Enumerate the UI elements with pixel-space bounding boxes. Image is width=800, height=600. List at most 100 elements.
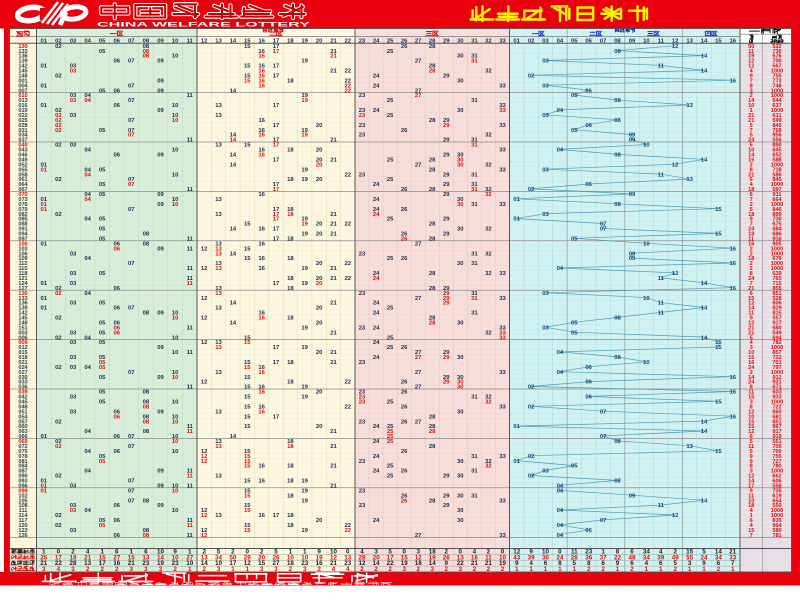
- svg-text:17: 17: [229, 560, 237, 567]
- svg-text:13: 13: [686, 177, 693, 183]
- svg-text:1000: 1000: [771, 108, 783, 114]
- svg-text:01: 01: [41, 207, 48, 213]
- svg-text:4: 4: [750, 523, 754, 529]
- svg-text:1000: 1000: [771, 162, 783, 168]
- svg-text:15: 15: [244, 449, 251, 455]
- svg-text:30: 30: [457, 202, 464, 208]
- svg-text:6: 6: [750, 192, 753, 198]
- svg-text:036: 036: [18, 385, 27, 391]
- svg-text:29: 29: [443, 74, 450, 80]
- svg-text:16: 16: [258, 385, 265, 391]
- svg-text:0: 0: [57, 548, 61, 555]
- svg-text:956: 956: [772, 133, 781, 139]
- svg-text:9: 9: [702, 560, 706, 567]
- svg-text:01: 01: [41, 167, 48, 173]
- svg-text:093: 093: [18, 479, 27, 485]
- svg-text:701: 701: [772, 360, 781, 366]
- svg-text:14: 14: [230, 321, 237, 327]
- svg-text:24: 24: [373, 197, 380, 203]
- svg-text:21: 21: [748, 118, 754, 124]
- svg-text:3: 3: [274, 566, 278, 573]
- svg-text:6: 6: [115, 548, 119, 555]
- svg-text:18: 18: [748, 212, 754, 218]
- svg-text:17: 17: [273, 360, 280, 366]
- svg-text:1: 1: [750, 513, 753, 519]
- svg-text:17: 17: [273, 212, 280, 218]
- svg-text:17: 17: [273, 49, 280, 55]
- svg-text:021: 021: [18, 360, 27, 366]
- svg-text:3: 3: [430, 566, 434, 573]
- svg-text:19: 19: [301, 479, 308, 485]
- svg-text:20: 20: [316, 123, 323, 129]
- svg-text:054: 054: [18, 414, 28, 420]
- svg-text:10: 10: [172, 113, 179, 119]
- svg-text:1000: 1000: [771, 246, 783, 252]
- svg-text:24: 24: [373, 83, 380, 89]
- svg-text:17: 17: [273, 74, 280, 80]
- svg-text:03: 03: [70, 355, 77, 361]
- svg-text:2: 2: [750, 261, 753, 267]
- svg-text:3: 3: [42, 566, 46, 573]
- svg-text:32: 32: [485, 395, 492, 401]
- svg-text:32: 32: [485, 271, 492, 277]
- svg-text:24: 24: [373, 276, 380, 282]
- svg-text:917: 917: [772, 429, 781, 435]
- svg-text:30: 30: [457, 380, 464, 386]
- svg-text:039: 039: [18, 390, 27, 396]
- svg-text:19: 19: [301, 232, 308, 238]
- svg-text:13: 13: [215, 370, 222, 376]
- svg-text:12: 12: [513, 548, 521, 555]
- svg-text:088: 088: [18, 222, 27, 228]
- svg-text:13: 13: [215, 212, 222, 218]
- svg-text:26: 26: [401, 256, 408, 262]
- svg-text:15: 15: [244, 464, 251, 470]
- svg-text:108: 108: [18, 503, 27, 509]
- svg-text:12: 12: [672, 44, 679, 50]
- svg-text:15: 15: [244, 360, 251, 366]
- svg-text:31: 31: [471, 261, 478, 267]
- svg-text:32: 32: [485, 39, 492, 45]
- svg-text:06: 06: [114, 409, 121, 415]
- svg-text:840: 840: [772, 123, 781, 129]
- svg-text:13: 13: [215, 113, 222, 119]
- svg-text:31: 31: [471, 182, 478, 188]
- svg-text:24: 24: [373, 424, 380, 430]
- svg-text:26: 26: [401, 187, 408, 193]
- svg-text:20: 20: [316, 350, 323, 356]
- svg-text:19: 19: [301, 167, 308, 173]
- svg-text:16: 16: [258, 78, 265, 84]
- svg-text:15: 15: [244, 143, 251, 149]
- svg-text:15: 15: [748, 528, 754, 534]
- svg-text:07: 07: [128, 488, 135, 494]
- svg-text:619: 619: [772, 493, 781, 499]
- svg-text:24: 24: [748, 138, 755, 144]
- svg-text:136: 136: [18, 54, 27, 60]
- svg-text:16: 16: [258, 311, 265, 317]
- svg-text:1000: 1000: [771, 400, 783, 406]
- svg-text:30: 30: [457, 518, 464, 524]
- svg-text:21: 21: [471, 560, 479, 567]
- svg-text:4: 4: [750, 69, 754, 75]
- svg-text:11: 11: [658, 276, 665, 282]
- svg-text:10: 10: [172, 316, 179, 322]
- svg-text:14: 14: [701, 429, 708, 435]
- svg-text:32: 32: [485, 162, 492, 168]
- svg-text:130: 130: [18, 44, 27, 50]
- svg-text:15: 15: [244, 222, 251, 228]
- svg-text:13: 13: [215, 340, 222, 346]
- svg-text:11: 11: [658, 503, 665, 509]
- svg-text:964: 964: [772, 523, 782, 529]
- svg-text:20: 20: [316, 424, 323, 430]
- svg-text:07: 07: [600, 222, 607, 228]
- svg-text:03: 03: [70, 301, 77, 307]
- svg-text:30: 30: [457, 261, 464, 267]
- svg-text:031: 031: [18, 128, 27, 134]
- svg-text:611: 611: [772, 113, 781, 119]
- svg-text:1: 1: [289, 548, 293, 555]
- svg-text:12: 12: [748, 409, 754, 415]
- svg-text:08: 08: [143, 390, 150, 396]
- svg-text:2: 2: [587, 566, 591, 573]
- svg-text:11: 11: [187, 266, 194, 272]
- svg-text:06: 06: [114, 434, 121, 440]
- svg-text:2: 2: [445, 548, 449, 555]
